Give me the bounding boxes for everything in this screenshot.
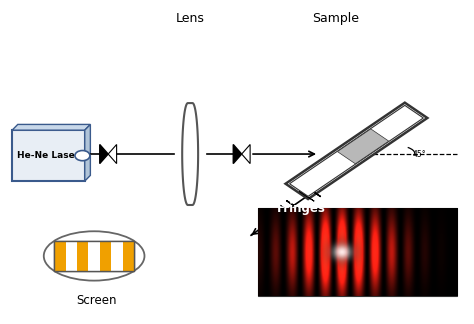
Polygon shape <box>242 145 250 164</box>
Polygon shape <box>280 205 295 215</box>
Bar <box>77 241 89 271</box>
Polygon shape <box>306 187 321 197</box>
Polygon shape <box>108 145 117 164</box>
Bar <box>111 241 123 271</box>
Bar <box>55 241 66 271</box>
Polygon shape <box>290 105 423 196</box>
Polygon shape <box>233 145 242 164</box>
Bar <box>89 241 100 271</box>
Bar <box>100 241 111 271</box>
Bar <box>258 208 457 296</box>
FancyBboxPatch shape <box>12 130 85 181</box>
Circle shape <box>75 151 90 161</box>
Polygon shape <box>300 191 314 201</box>
Ellipse shape <box>44 231 145 281</box>
Polygon shape <box>286 201 301 210</box>
Polygon shape <box>285 103 428 199</box>
Polygon shape <box>182 103 198 205</box>
Text: 45°: 45° <box>413 150 426 158</box>
Text: Lens: Lens <box>176 12 205 25</box>
Text: Sample: Sample <box>312 12 359 25</box>
Text: He-Ne Laser: He-Ne Laser <box>18 151 80 160</box>
Text: Screen: Screen <box>76 294 117 307</box>
Bar <box>55 241 134 271</box>
Polygon shape <box>85 124 91 181</box>
Bar <box>123 241 134 271</box>
Bar <box>55 241 134 271</box>
Text: Fringes: Fringes <box>277 202 326 215</box>
Bar <box>66 241 77 271</box>
Polygon shape <box>100 145 108 164</box>
Polygon shape <box>337 129 389 164</box>
Polygon shape <box>12 124 91 130</box>
